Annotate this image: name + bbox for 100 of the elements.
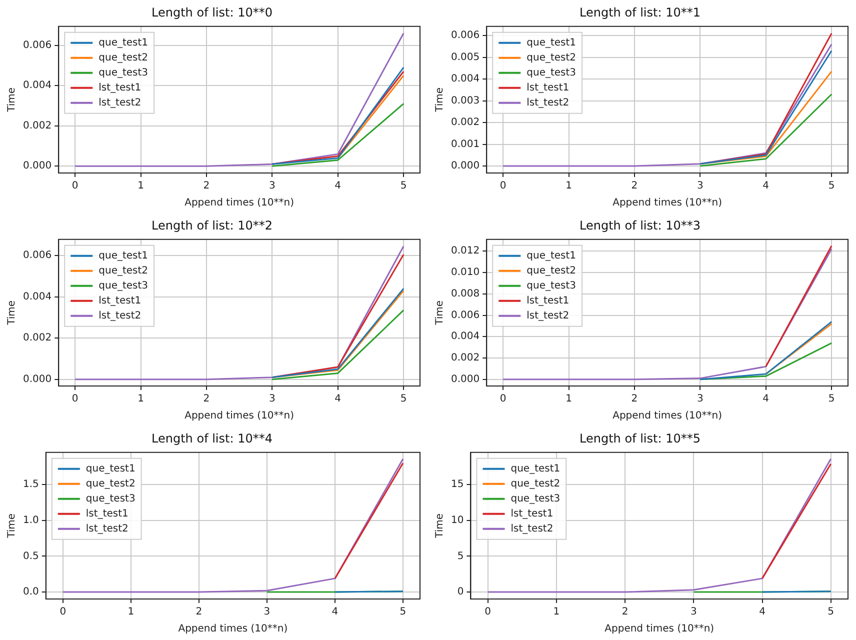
legend-label: que_test1 xyxy=(98,37,148,48)
legend-label: lst_test1 xyxy=(86,508,128,520)
legend-label: lst_test1 xyxy=(98,82,142,94)
x-tick-label: 1 xyxy=(553,606,560,618)
chart-title: Length of list: 10**2 xyxy=(152,218,272,232)
chart-title: Length of list: 10**1 xyxy=(580,5,700,20)
y-tick-label: 0.002 xyxy=(22,332,52,344)
y-tick-label: 0.000 xyxy=(450,160,480,172)
x-tick-label: 3 xyxy=(268,394,276,405)
y-axis-title: Time xyxy=(434,300,446,326)
legend-label: lst_test2 xyxy=(526,310,570,322)
y-tick-label: 0.002 xyxy=(450,117,480,128)
y-tick-label: 0 xyxy=(457,586,464,598)
legend-label: que_test1 xyxy=(510,463,560,474)
legend-label: que_test3 xyxy=(86,493,136,504)
x-tick-label: 3 xyxy=(696,394,704,405)
x-tick-label: 1 xyxy=(128,606,134,618)
x-tick-label: 3 xyxy=(268,180,276,192)
y-axis-title: Time xyxy=(6,300,18,326)
y-tick-label: 0.5 xyxy=(22,550,39,562)
chart-title: Length of list: 10**5 xyxy=(580,431,700,446)
legend-label: que_test2 xyxy=(526,52,576,64)
legend-label: que_test1 xyxy=(86,463,136,474)
legend-label: lst_test2 xyxy=(510,523,554,534)
x-tick-label: 4 xyxy=(332,606,338,618)
y-tick-label: 0.006 xyxy=(22,250,52,262)
y-axis-title: Time xyxy=(6,513,18,539)
legend-label: que_test2 xyxy=(510,478,560,490)
x-tick-label: 1 xyxy=(566,180,572,192)
x-tick-label: 3 xyxy=(264,606,270,618)
chart-title: Length of list: 10**3 xyxy=(580,218,700,232)
legend-label: que_test3 xyxy=(526,67,576,78)
x-axis-title: Append times (10**n) xyxy=(604,624,714,635)
y-tick-label: 0.012 xyxy=(450,246,480,257)
x-tick-label: 1 xyxy=(138,180,144,192)
legend-label: que_test2 xyxy=(98,265,148,276)
y-tick-label: 0.006 xyxy=(450,310,480,321)
y-axis-title: Time xyxy=(6,87,18,113)
y-tick-label: 10 xyxy=(450,515,464,526)
y-tick-label: 0.004 xyxy=(450,331,480,342)
y-tick-label: 0.002 xyxy=(22,120,52,132)
x-tick-label: 4 xyxy=(762,180,770,192)
y-tick-label: 0.002 xyxy=(450,352,480,364)
legend-label: lst_test2 xyxy=(98,310,142,322)
x-tick-label: 2 xyxy=(196,606,202,618)
legend-label: que_test2 xyxy=(86,478,136,490)
x-tick-label: 5 xyxy=(400,606,406,618)
y-axis-title: Time xyxy=(434,513,446,539)
x-tick-label: 2 xyxy=(631,180,638,192)
x-axis-title: Append times (10**n) xyxy=(178,624,288,635)
legend-label: que_test1 xyxy=(98,250,148,262)
y-tick-label: 1.0 xyxy=(22,515,39,526)
x-tick-label: 4 xyxy=(759,606,766,618)
x-tick-label: 0 xyxy=(72,180,78,192)
legend-label: que_test1 xyxy=(526,37,576,48)
x-tick-label: 5 xyxy=(400,180,407,192)
x-tick-label: 4 xyxy=(334,180,342,192)
legend-label: lst_test2 xyxy=(86,523,128,534)
x-tick-label: 0 xyxy=(484,606,492,618)
y-tick-label: 0.010 xyxy=(450,267,480,278)
y-tick-label: 0.004 xyxy=(450,74,480,85)
x-axis-title: Append times (10**n) xyxy=(612,198,722,209)
y-tick-label: 0.000 xyxy=(450,374,480,385)
legend-label: lst_test1 xyxy=(526,82,570,94)
chart-title: Length of list: 10**4 xyxy=(152,431,272,446)
y-tick-label: 0.000 xyxy=(22,374,52,385)
y-tick-label: 1.5 xyxy=(22,479,39,490)
x-axis-title: Append times (10**n) xyxy=(184,198,294,209)
x-tick-label: 4 xyxy=(762,394,770,405)
x-tick-label: 5 xyxy=(828,394,835,405)
y-tick-label: 0.001 xyxy=(450,138,480,150)
y-tick-label: 0.003 xyxy=(450,95,480,106)
y-tick-label: 0.006 xyxy=(22,40,52,51)
y-tick-label: 0.006 xyxy=(450,30,480,42)
y-tick-label: 5 xyxy=(457,550,464,562)
y-tick-label: 0.005 xyxy=(450,52,480,63)
x-tick-label: 3 xyxy=(696,180,704,192)
legend-label: que_test2 xyxy=(526,265,576,276)
legend-label: que_test3 xyxy=(98,280,148,292)
legend-label: lst_test2 xyxy=(98,97,142,108)
x-tick-label: 1 xyxy=(566,394,572,405)
x-tick-label: 5 xyxy=(828,180,835,192)
x-tick-label: 0 xyxy=(72,394,78,405)
x-tick-label: 2 xyxy=(203,394,210,405)
x-tick-label: 1 xyxy=(138,394,144,405)
x-axis-title: Append times (10**n) xyxy=(184,410,294,422)
x-tick-label: 0 xyxy=(500,394,506,405)
y-tick-label: 15 xyxy=(450,479,464,490)
y-tick-label: 0.004 xyxy=(22,80,52,92)
legend-label: que_test3 xyxy=(98,67,148,78)
x-tick-label: 2 xyxy=(622,606,628,618)
x-tick-label: 5 xyxy=(828,606,834,618)
legend-label: lst_test1 xyxy=(526,295,570,306)
legend-label: lst_test1 xyxy=(510,508,554,520)
x-tick-label: 5 xyxy=(400,394,407,405)
y-tick-label: 0.0 xyxy=(22,586,39,598)
legend-label: lst_test1 xyxy=(98,295,142,306)
y-axis-title: Time xyxy=(434,87,446,113)
legend-label: lst_test2 xyxy=(526,97,570,108)
x-tick-label: 0 xyxy=(500,180,506,192)
